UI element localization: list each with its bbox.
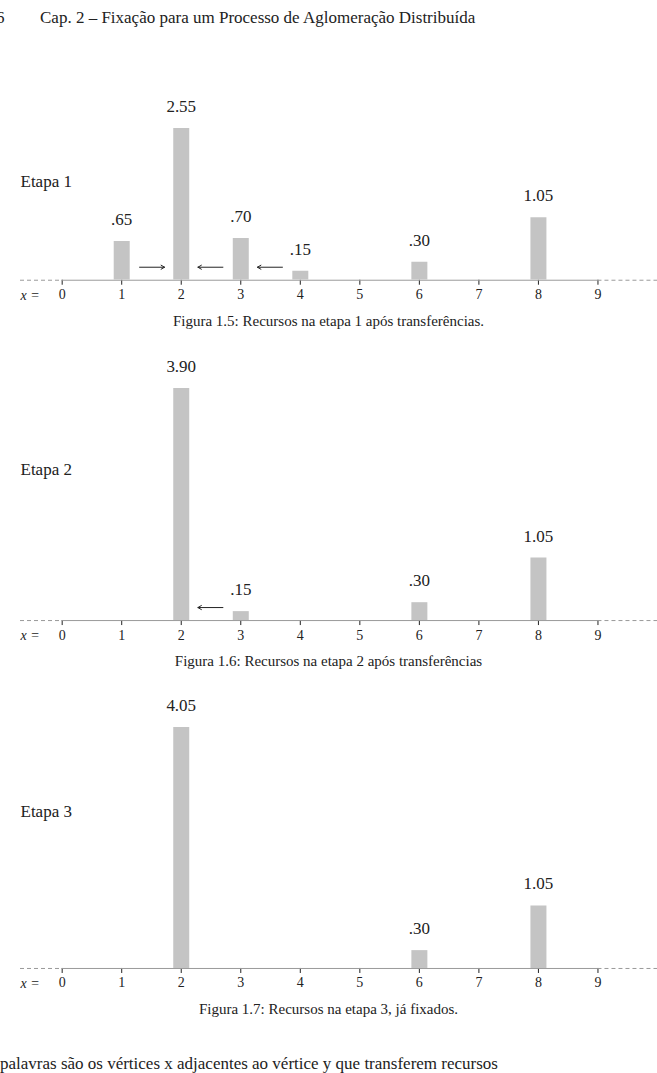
svg-text:4: 4 xyxy=(297,975,304,990)
svg-text:x =: x = xyxy=(20,976,40,991)
svg-text:.65: .65 xyxy=(111,210,132,229)
svg-text:.15: .15 xyxy=(230,580,251,599)
svg-text:9: 9 xyxy=(594,627,601,642)
svg-text:7: 7 xyxy=(475,975,482,990)
svg-text:6: 6 xyxy=(416,287,423,302)
svg-text:4: 4 xyxy=(297,627,304,642)
svg-text:2: 2 xyxy=(178,975,185,990)
svg-text:3: 3 xyxy=(237,975,244,990)
svg-text:.30: .30 xyxy=(409,571,430,590)
svg-text:9: 9 xyxy=(594,287,601,302)
svg-text:2: 2 xyxy=(178,287,185,302)
svg-text:Etapa 2: Etapa 2 xyxy=(21,460,72,479)
svg-text:2: 2 xyxy=(178,627,185,642)
svg-text:x =: x = xyxy=(20,288,40,303)
svg-text:2.55: 2.55 xyxy=(166,97,196,116)
svg-text:1: 1 xyxy=(118,287,125,302)
svg-text:.70: .70 xyxy=(230,207,251,226)
svg-text:1: 1 xyxy=(118,975,125,990)
html-text:Figura 1.5: Recursos na etapa: Figura 1.5: Recursos na etapa 1 após tra… xyxy=(172,313,485,329)
svg-text:0: 0 xyxy=(59,287,66,302)
svg-text:7: 7 xyxy=(475,287,482,302)
svg-text:8: 8 xyxy=(535,627,542,642)
svg-text:4.05: 4.05 xyxy=(166,696,196,715)
svg-text:3: 3 xyxy=(237,287,244,302)
svg-text:5: 5 xyxy=(356,627,363,642)
svg-text:0: 0 xyxy=(59,975,66,990)
svg-text:6: 6 xyxy=(416,627,423,642)
svg-text:.15: .15 xyxy=(290,240,311,259)
svg-text:1.05: 1.05 xyxy=(524,874,554,893)
svg-text:3.90: 3.90 xyxy=(166,357,196,376)
svg-text:x =: x = xyxy=(20,628,40,643)
svg-text:.30: .30 xyxy=(409,919,430,938)
svg-text:5: 5 xyxy=(356,975,363,990)
html-text:Figura 1.6: Recursos na etapa: Figura 1.6: Recursos na etapa 2 após tra… xyxy=(174,653,483,669)
svg-text:0: 0 xyxy=(59,627,66,642)
svg-text:8: 8 xyxy=(535,287,542,302)
svg-text:4: 4 xyxy=(297,287,304,302)
svg-text:.30: .30 xyxy=(409,231,430,250)
svg-text:Etapa 1: Etapa 1 xyxy=(21,172,72,191)
svg-text:5: 5 xyxy=(356,287,363,302)
svg-text:1: 1 xyxy=(118,627,125,642)
html-text:palavras são os vértices x adj: palavras são os vértices x adjacentes ao… xyxy=(0,1054,498,1073)
svg-text:1.05: 1.05 xyxy=(524,526,554,545)
html-text:Cap. 2 – Fixação para um Proce: Cap. 2 – Fixação para um Processo de Agl… xyxy=(40,8,476,27)
svg-text:8: 8 xyxy=(535,975,542,990)
svg-text:6: 6 xyxy=(416,975,423,990)
svg-text:3: 3 xyxy=(237,627,244,642)
svg-text:Etapa 3: Etapa 3 xyxy=(21,802,72,821)
svg-text:7: 7 xyxy=(475,627,482,642)
html-text:Figura 1.7: Recursos na etapa: Figura 1.7: Recursos na etapa 3, já fixa… xyxy=(198,1001,458,1017)
svg-text:9: 9 xyxy=(594,975,601,990)
svg-text:1.05: 1.05 xyxy=(524,186,554,205)
